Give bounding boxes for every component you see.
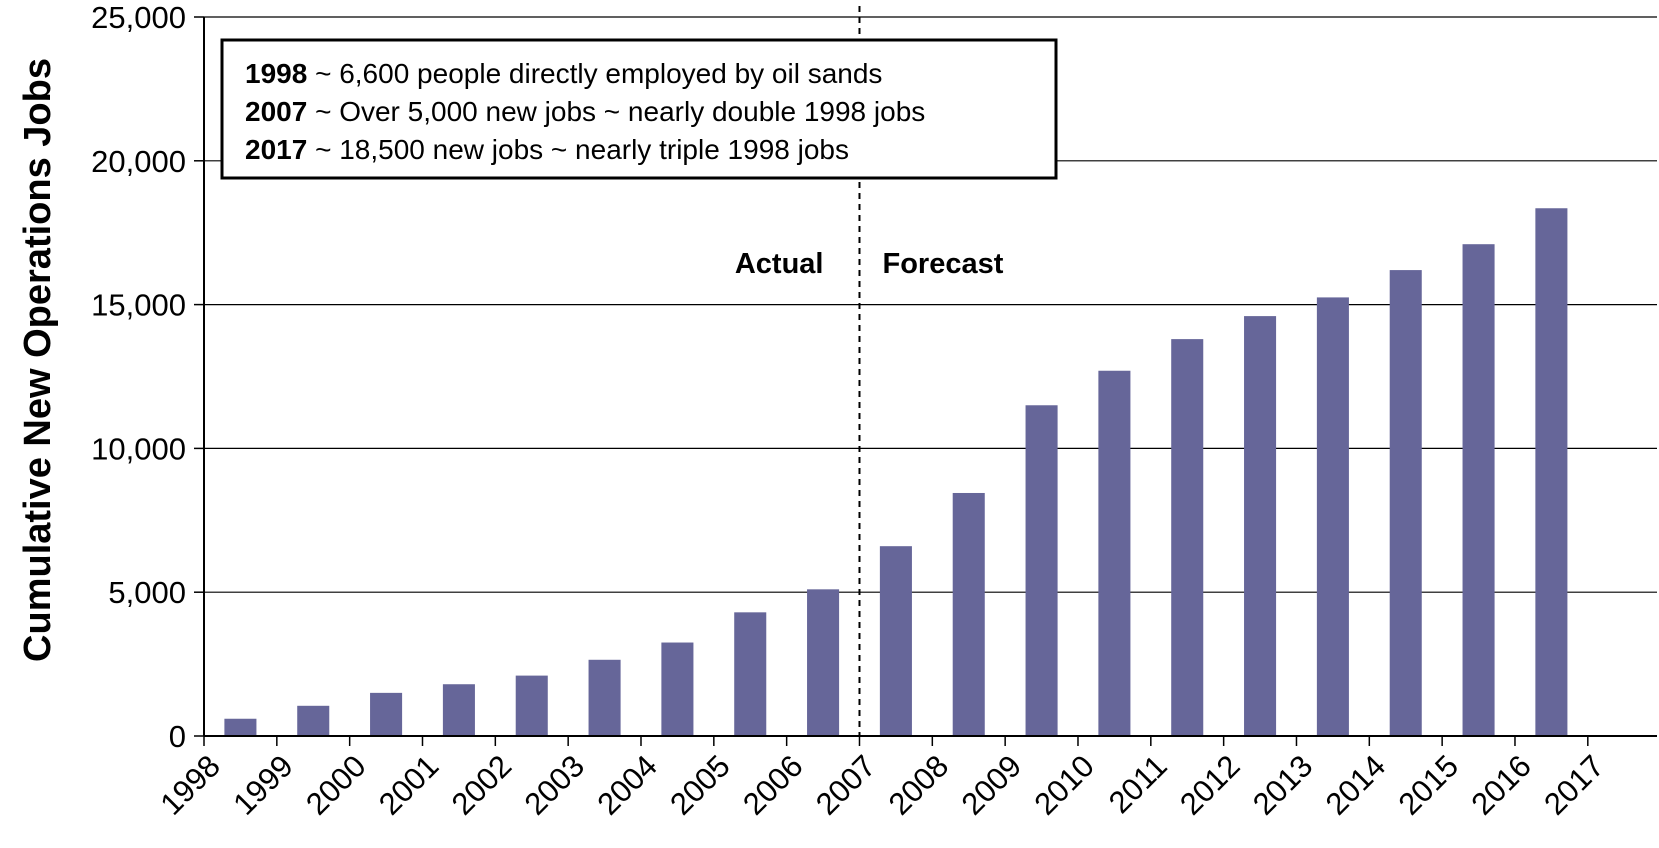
bar	[442, 684, 475, 736]
bar	[879, 546, 912, 736]
annotation-line-2007: 2007 ~ Over 5,000 new jobs ~ nearly doub…	[245, 96, 925, 127]
bar	[1535, 208, 1568, 736]
y-tick-label: 25,000	[91, 0, 186, 35]
x-tick-label: 1999	[226, 748, 300, 822]
x-tick-label: 2016	[1464, 748, 1538, 822]
x-tick-label: 2007	[809, 748, 883, 822]
x-tick-label: 2013	[1246, 748, 1320, 822]
x-tick-label: 2000	[299, 748, 373, 822]
bar	[297, 705, 330, 736]
bar	[1462, 244, 1495, 737]
bar	[1171, 339, 1204, 736]
bar	[1098, 370, 1131, 736]
x-tick-label: 2008	[882, 748, 956, 822]
x-tick-label: 2012	[1173, 748, 1247, 822]
axes	[194, 16, 1657, 746]
annotation-line-2017: 2017 ~ 18,500 new jobs ~ nearly triple 1…	[245, 134, 849, 165]
x-tick-label: 2002	[445, 748, 519, 822]
x-tick-label: 2010	[1027, 748, 1101, 822]
x-tick-label: 2004	[590, 748, 664, 822]
region-label-actual: Actual	[735, 248, 824, 280]
y-tick-label: 10,000	[91, 431, 186, 466]
y-tick-label: 20,000	[91, 144, 186, 179]
y-tick-label: 0	[169, 719, 186, 754]
bar	[1316, 297, 1349, 736]
annotation-line-1998: 1998 ~ 6,600 people directly employed by…	[245, 58, 882, 89]
x-tick-label: 2014	[1319, 748, 1393, 822]
y-tick-label: 15,000	[91, 288, 186, 323]
bar	[588, 659, 621, 736]
x-tick-label: 2017	[1537, 748, 1611, 822]
annotation-box: 1998 ~ 6,600 people directly employed by…	[220, 38, 1058, 180]
y-tick-label: 5,000	[108, 575, 186, 610]
bar	[952, 492, 985, 736]
y-tick-labels: 0 5,000 10,000 15,000 20,000 25,000	[91, 0, 186, 754]
bar	[1389, 270, 1422, 736]
x-tick-label: 2005	[663, 748, 737, 822]
bar	[1025, 405, 1058, 736]
x-tick-label: 2009	[955, 748, 1029, 822]
region-label-forecast: Forecast	[882, 248, 1003, 280]
x-tick-label: 1998	[153, 748, 227, 822]
bar	[224, 718, 257, 736]
bar	[1244, 316, 1277, 736]
bars	[224, 208, 1568, 737]
x-tick-label: 2003	[518, 748, 592, 822]
x-tick-label: 2011	[1102, 748, 1174, 820]
bar	[515, 675, 548, 736]
x-tick-label: 2001	[372, 748, 446, 822]
x-tick-labels: 1998 1999 2000 2001 2002 2003 2004 2005 2006 2007…	[153, 748, 1610, 822]
bar	[807, 589, 840, 736]
bar	[370, 692, 403, 736]
y-axis-label: Cumulative New Operations Jobs	[17, 58, 59, 662]
x-tick-label: 2006	[736, 748, 810, 822]
x-tick-label: 2015	[1392, 748, 1466, 822]
bar	[734, 612, 767, 736]
bar	[661, 642, 694, 736]
